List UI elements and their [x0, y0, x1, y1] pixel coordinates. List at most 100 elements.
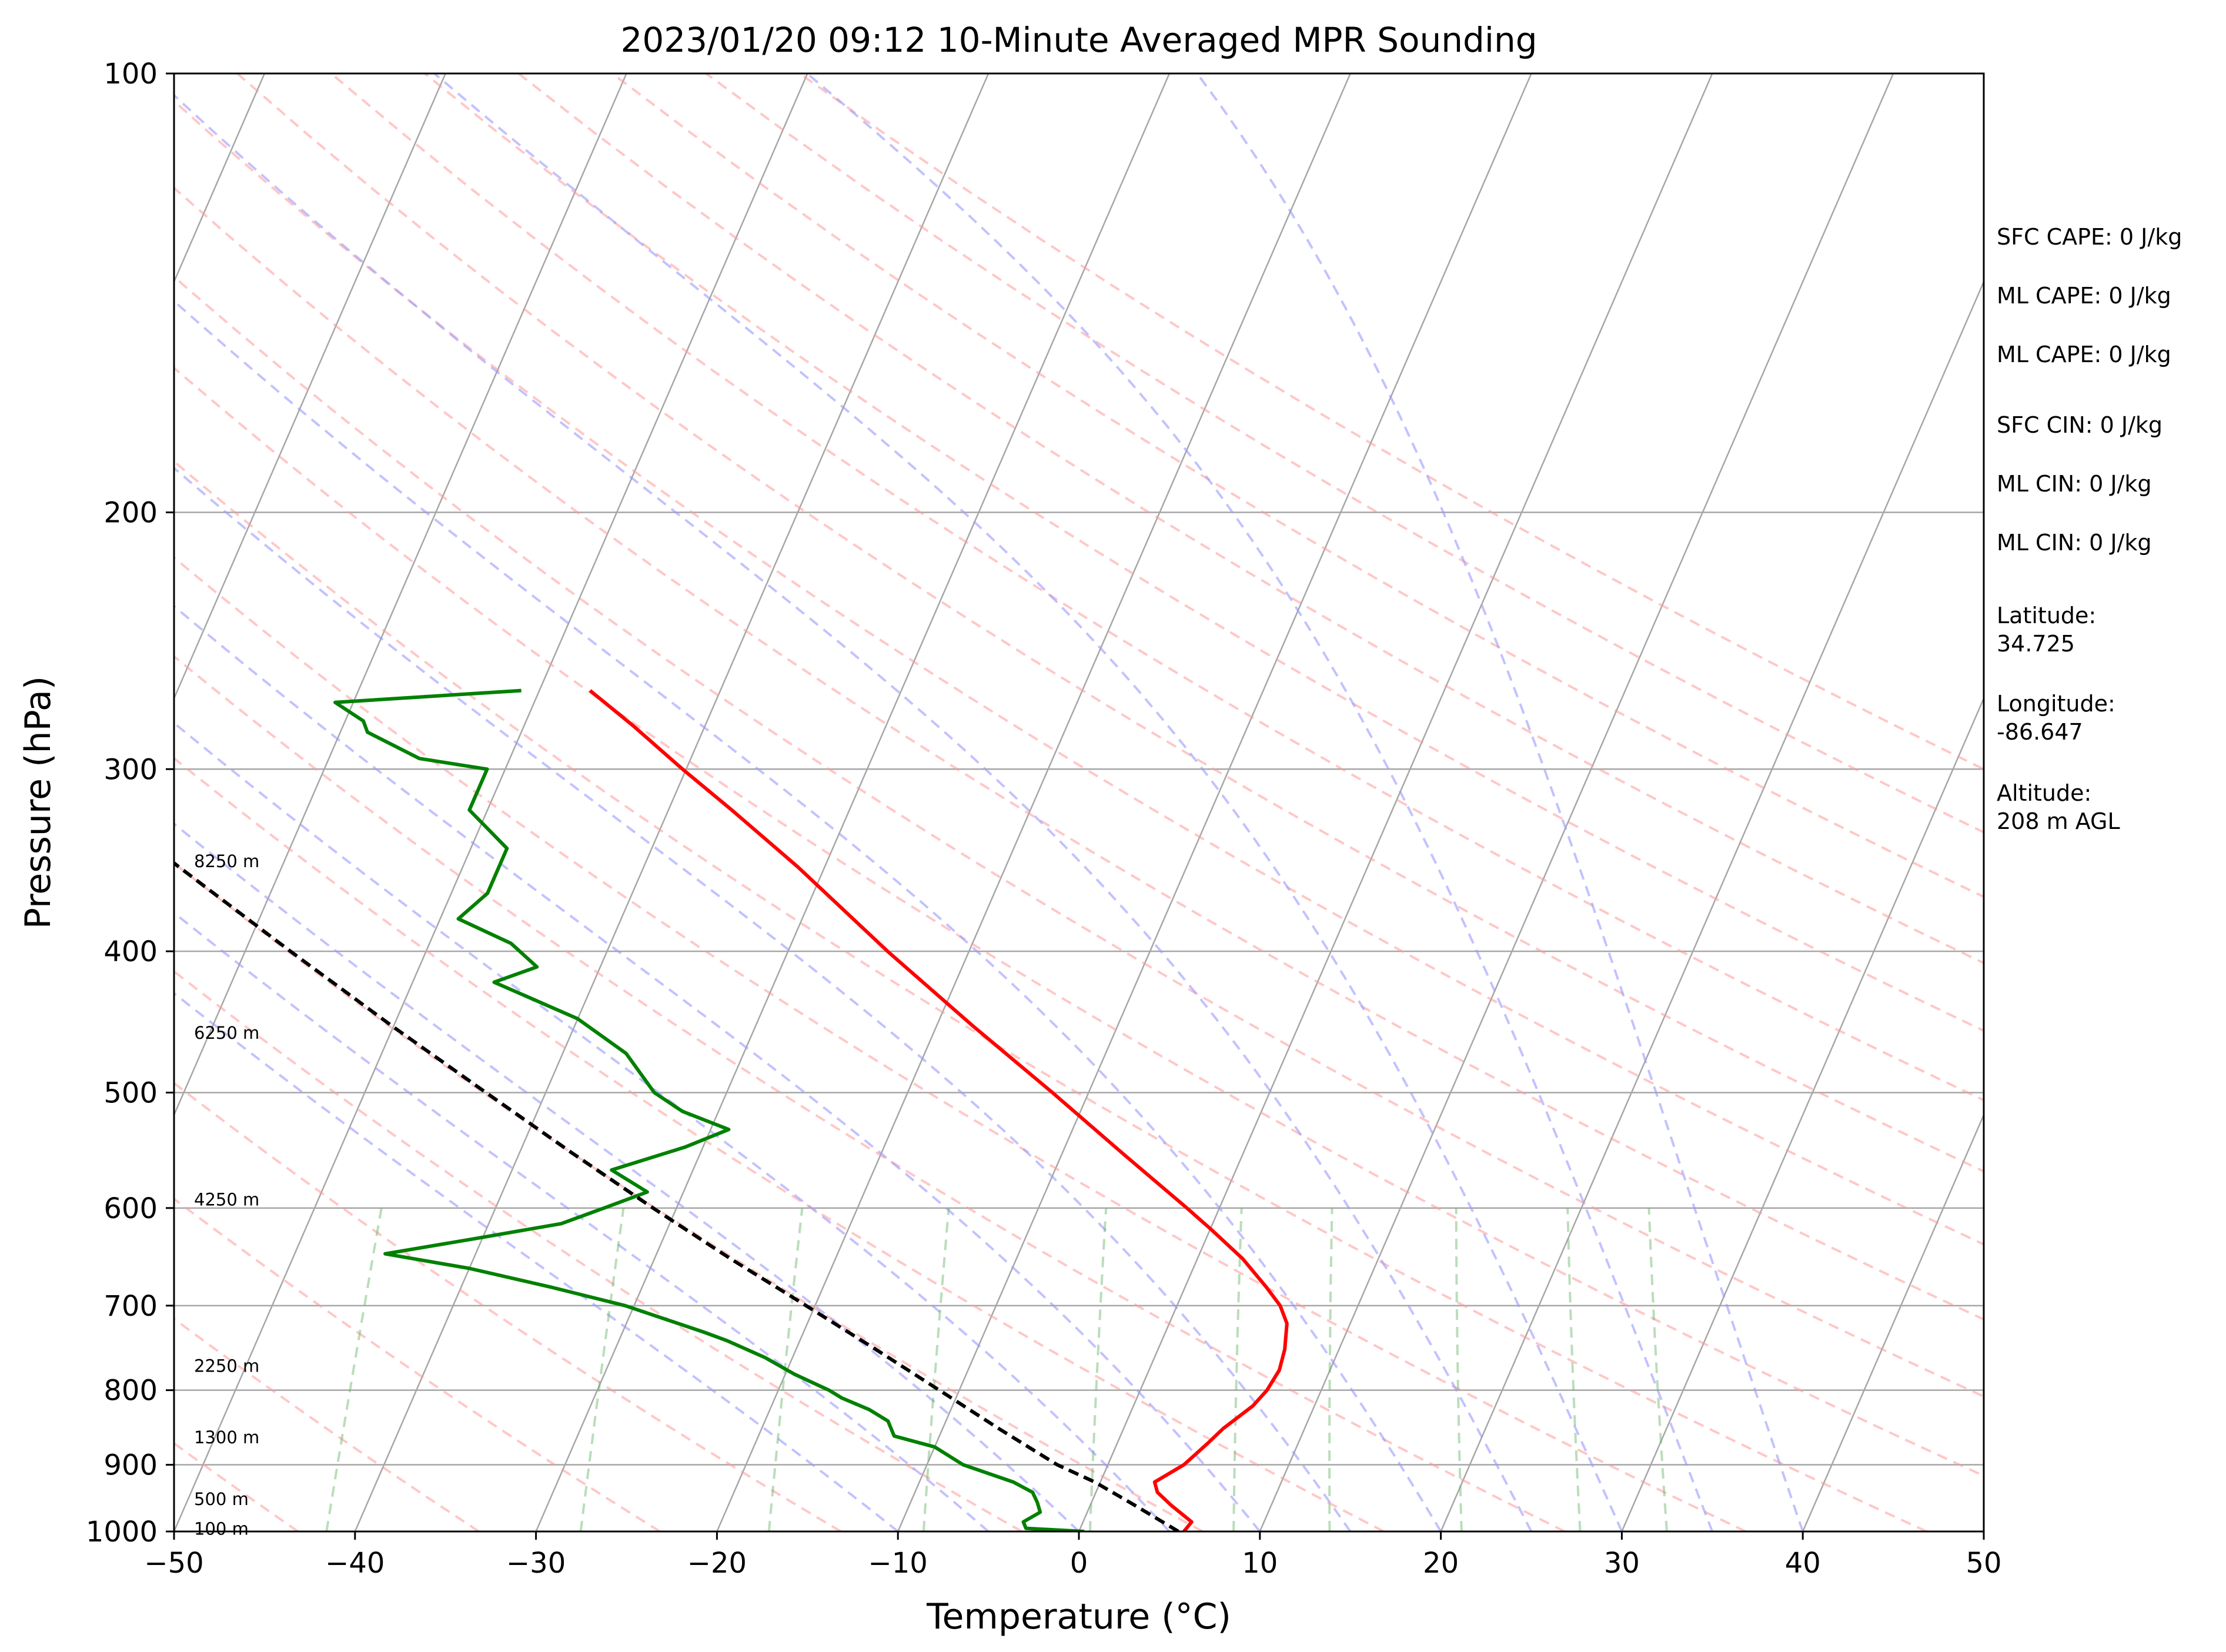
x-tick-label: −20 [687, 1547, 747, 1580]
moist-adiabat-line [174, 822, 1080, 1531]
dry-adiabat-line [174, 99, 1984, 1246]
moist-adiabat-line [174, 721, 1171, 1531]
dry-adiabat-line [174, 757, 1385, 1531]
moist-adiabat-line [174, 911, 990, 1531]
y-axis-title: Pressure (hPa) [18, 676, 59, 929]
mixing-ratio-line [1566, 1208, 1582, 1531]
mixing-ratio-line [1232, 1208, 1243, 1531]
mixing-ratio-line [579, 1208, 625, 1531]
moist-adiabat-line [174, 991, 899, 1531]
dewpoint-line [333, 688, 1085, 1531]
isotherm-line [1621, 696, 1984, 1531]
info-altitude-label: Altitude: [1997, 780, 2091, 806]
isotherm-line [1259, 73, 1894, 1531]
height-label: 4250 m [194, 1189, 259, 1209]
height-label: 500 m [194, 1489, 249, 1509]
y-tick-label: 800 [103, 1375, 158, 1407]
info-sfc-cape: SFC CAPE: 0 J/kg [1997, 224, 2182, 250]
mixing-ratio-line [1455, 1208, 1463, 1531]
y-tick-label: 500 [103, 1076, 158, 1109]
moist-adiabat-line [433, 73, 1623, 1531]
background-lines [174, 73, 1984, 1531]
isotherm-line [354, 73, 990, 1531]
x-tick-label: 10 [1242, 1547, 1278, 1580]
x-tick-label: 20 [1423, 1547, 1459, 1580]
dry-adiabat-line [174, 366, 1984, 1477]
y-axis: 100 200 300 400 500 600 700 800 900 1000 [86, 58, 174, 1549]
info-ml-cape: ML CAPE: 0 J/kg [1997, 283, 2171, 309]
height-label: 6250 m [194, 1023, 259, 1043]
dry-adiabat-line [517, 73, 1984, 965]
x-axis-title: Temperature (°C) [926, 1596, 1231, 1637]
moist-adiabat-line [174, 604, 1261, 1531]
chart-title: 2023/01/20 09:12 10-Minute Averaged MPR … [620, 20, 1537, 60]
dry-adiabat-line [174, 969, 1022, 1531]
dry-adiabat-line [424, 73, 1984, 1032]
height-label: 2250 m [194, 1356, 259, 1376]
isotherm-line [535, 73, 1171, 1531]
dry-adiabat-line [174, 460, 1927, 1531]
x-tick-label: 50 [1966, 1547, 2001, 1580]
dry-adiabat-line [174, 556, 1747, 1531]
dry-adiabat-line [174, 655, 1566, 1531]
x-tick-label: −30 [506, 1547, 566, 1580]
isotherm-line [1440, 280, 1984, 1531]
y-tick-label: 400 [103, 935, 158, 968]
mixing-ratio-line [1647, 1208, 1668, 1531]
mixing-ratio-line [922, 1208, 950, 1531]
y-tick-label: 100 [103, 58, 158, 91]
info-ml-cin: ML CIN: 0 J/kg [1997, 471, 2151, 497]
x-axis: −50 −40 −30 −20 −10 0 10 20 30 40 50 [144, 1531, 2002, 1580]
isotherm-line [897, 73, 1532, 1531]
dry-adiabat-line [330, 73, 1984, 1102]
isotherm-line [1802, 1113, 1984, 1531]
isotherm-line [716, 73, 1351, 1531]
dry-adiabat-line [174, 1317, 480, 1531]
y-tick-label: 300 [103, 753, 158, 786]
height-label: 100 m [194, 1519, 249, 1539]
x-tick-label: −50 [144, 1547, 203, 1580]
x-tick-label: 0 [1070, 1547, 1088, 1580]
isotherm-line [1078, 73, 1713, 1531]
isotherm-line [174, 73, 627, 1117]
mixing-ratio-line [1088, 1208, 1108, 1531]
height-label: 1300 m [194, 1427, 259, 1447]
moist-adiabat-line [806, 73, 1714, 1531]
dry-adiabat-line [174, 186, 1984, 1321]
y-tick-label: 900 [103, 1449, 158, 1482]
x-tick-label: 40 [1785, 1547, 1821, 1580]
plot-background [174, 73, 1984, 1531]
dry-adiabat-line [174, 275, 1984, 1398]
info-ml-cape-2: ML CAPE: 0 J/kg [1997, 342, 2171, 367]
x-tick-label: 30 [1604, 1547, 1640, 1580]
dry-adiabat-line [174, 861, 1204, 1531]
info-altitude-value: 208 m AGL [1997, 808, 2120, 834]
info-ml-cin-2: ML CIN: 0 J/kg [1997, 530, 2151, 556]
height-labels: 100 m 500 m 1300 m 2250 m 4250 m 6250 m 8250 m [194, 851, 259, 1539]
info-latitude-value: 34.725 [1997, 631, 2075, 657]
moist-adiabat-line [174, 299, 1442, 1531]
sounding-profiles [174, 688, 1289, 1531]
y-tick-label: 600 [103, 1192, 158, 1225]
info-latitude-label: Latitude: [1997, 603, 2096, 628]
moist-adiabat-line [174, 466, 1352, 1531]
y-tick-label: 1000 [86, 1516, 158, 1549]
mixing-ratio-line [1328, 1208, 1333, 1531]
dry-adiabat-line [611, 73, 1984, 898]
moist-adiabat-line [174, 93, 1533, 1531]
mixing-ratio-line [325, 1208, 383, 1531]
mixing-ratio-line [767, 1208, 804, 1531]
x-tick-label: −10 [868, 1547, 928, 1580]
height-label: 8250 m [194, 851, 259, 871]
temperature-line [589, 689, 1289, 1531]
isotherm-line [174, 73, 446, 700]
y-tick-label: 700 [103, 1290, 158, 1323]
dry-adiabat-line [236, 73, 1984, 1173]
info-panel: SFC CAPE: 0 J/kg ML CAPE: 0 J/kg ML CAPE… [1997, 224, 2182, 834]
dry-adiabat-line [174, 1081, 842, 1531]
info-sfc-cin: SFC CIN: 0 J/kg [1997, 412, 2163, 438]
y-tick-label: 200 [103, 497, 158, 530]
moist-adiabat-line [1196, 73, 1804, 1531]
x-tick-label: −40 [325, 1547, 385, 1580]
